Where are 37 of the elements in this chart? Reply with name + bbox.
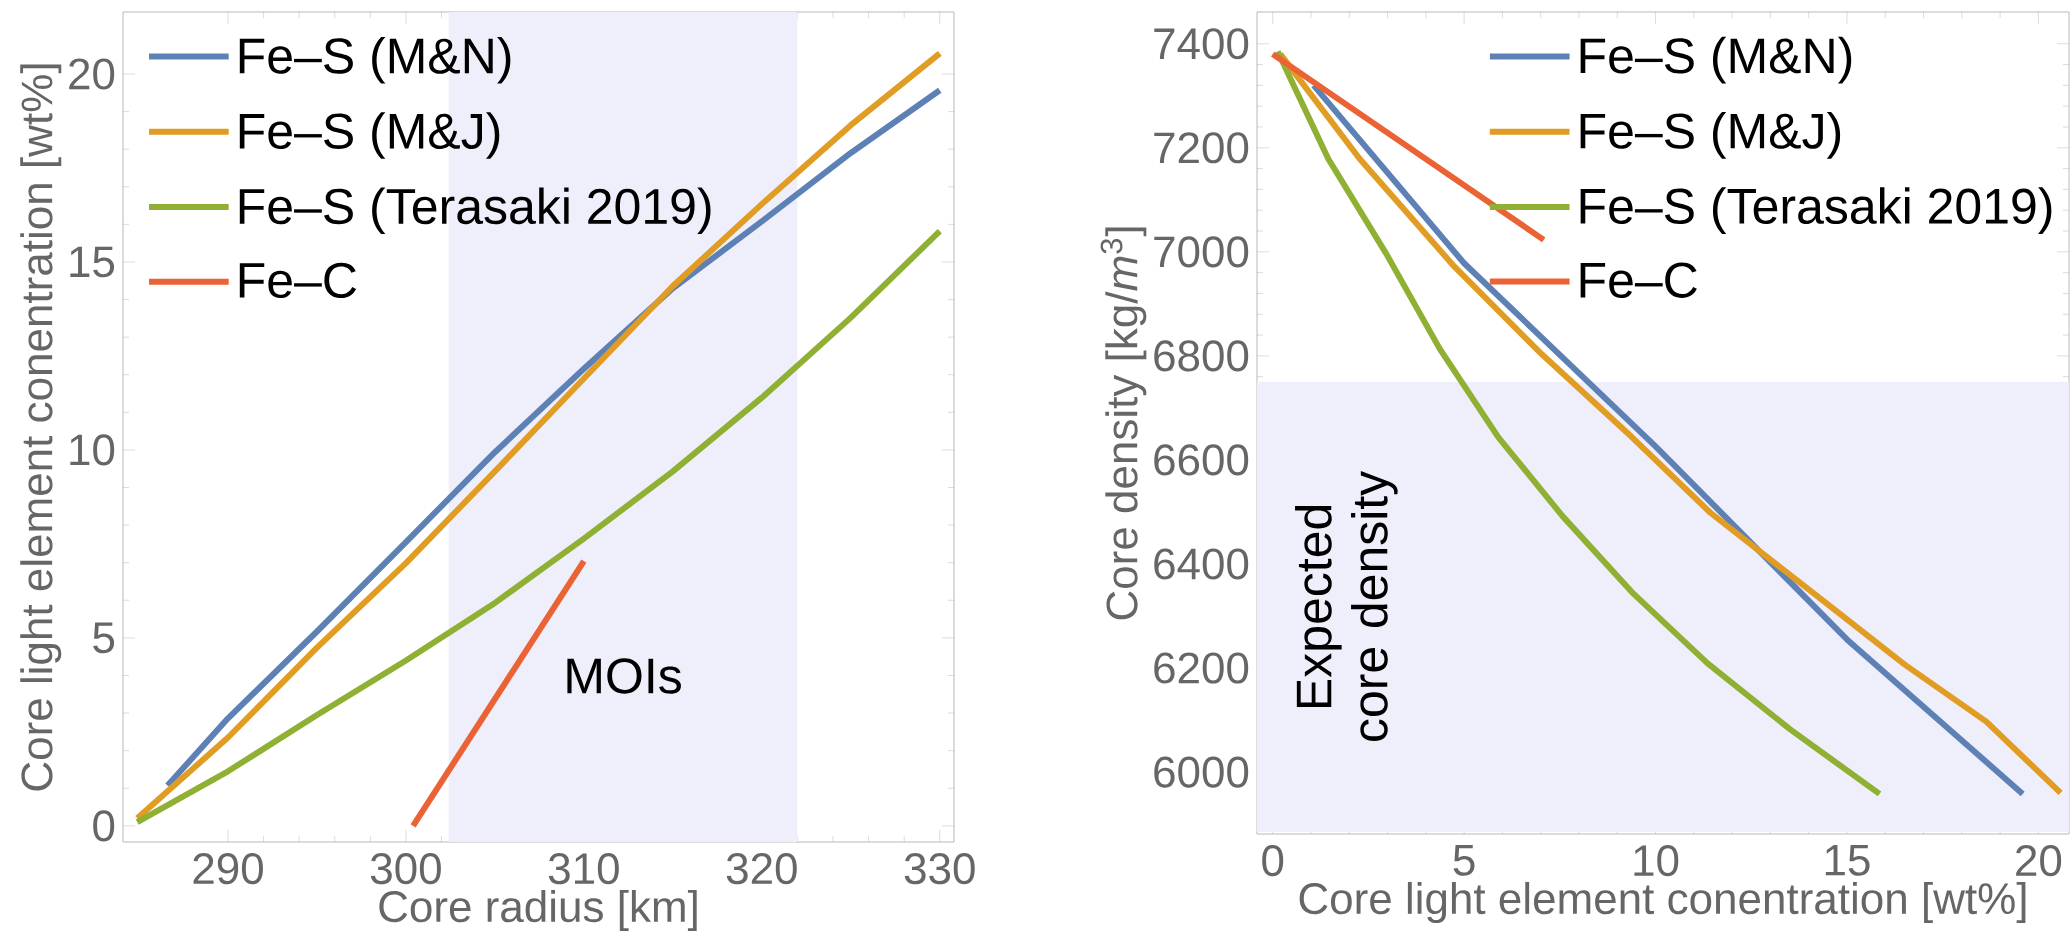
x-tick-label: 330 (904, 853, 975, 885)
y-tick-label: 6200 (1154, 652, 1249, 684)
band-label: Expected core density (1295, 470, 1398, 741)
x-tick-label: 20 (2016, 845, 2062, 877)
legend-label: Fe–S (M&N) (239, 37, 511, 84)
x-tick-label: 320 (726, 853, 797, 885)
y-axis-title: Core light element conentration [wt%] (20, 64, 62, 791)
x-tick-label: 15 (1825, 845, 1870, 876)
legend-label: Fe–S (M&J) (239, 112, 500, 159)
legend-label: Fe–S (M&J) (1580, 112, 1841, 159)
y-tick-label: 7000 (1154, 236, 1249, 268)
legend-label: Fe–C (239, 262, 357, 299)
x-tick-label: 5 (1453, 845, 1475, 876)
x-tick-label: 300 (370, 853, 441, 885)
y-tick-label: 6400 (1154, 548, 1249, 580)
y-tick-label: 0 (93, 810, 115, 842)
y-tick-label: 7400 (1154, 28, 1249, 60)
y-tick-label: 15 (70, 246, 115, 278)
x-tick-label: 0 (1262, 845, 1284, 877)
y-tick-label: 5 (93, 622, 115, 654)
x-tick-label: 10 (1634, 845, 1679, 877)
y-tick-label: 6000 (1154, 756, 1249, 788)
y-tick-label: 7200 (1154, 132, 1249, 164)
y-tick-label: 20 (69, 58, 115, 90)
x-tick-label: 290 (193, 853, 263, 885)
legend-label: Fe–S (Terasaki 2019) (1580, 187, 2052, 234)
y-tick-label: 10 (70, 434, 115, 466)
x-axis-title: Core light element conentration [wt%] (1299, 881, 2026, 923)
legend-label: Fe–C (1580, 262, 1697, 298)
x-axis-title: Core radius [km] (379, 889, 697, 931)
x-tick-label: 310 (548, 853, 619, 885)
legend-label: Fe–S (M&N) (1580, 36, 1852, 84)
y-axis-title: Core density [kg/m$^{3}$] (1100, 227, 1147, 620)
y-tick-label: 6600 (1154, 444, 1249, 476)
band-label: MOIs (567, 658, 681, 694)
y-tick-label: 6800 (1154, 340, 1249, 372)
legend-label: Fe–S (Terasaki 2019) (239, 187, 711, 235)
